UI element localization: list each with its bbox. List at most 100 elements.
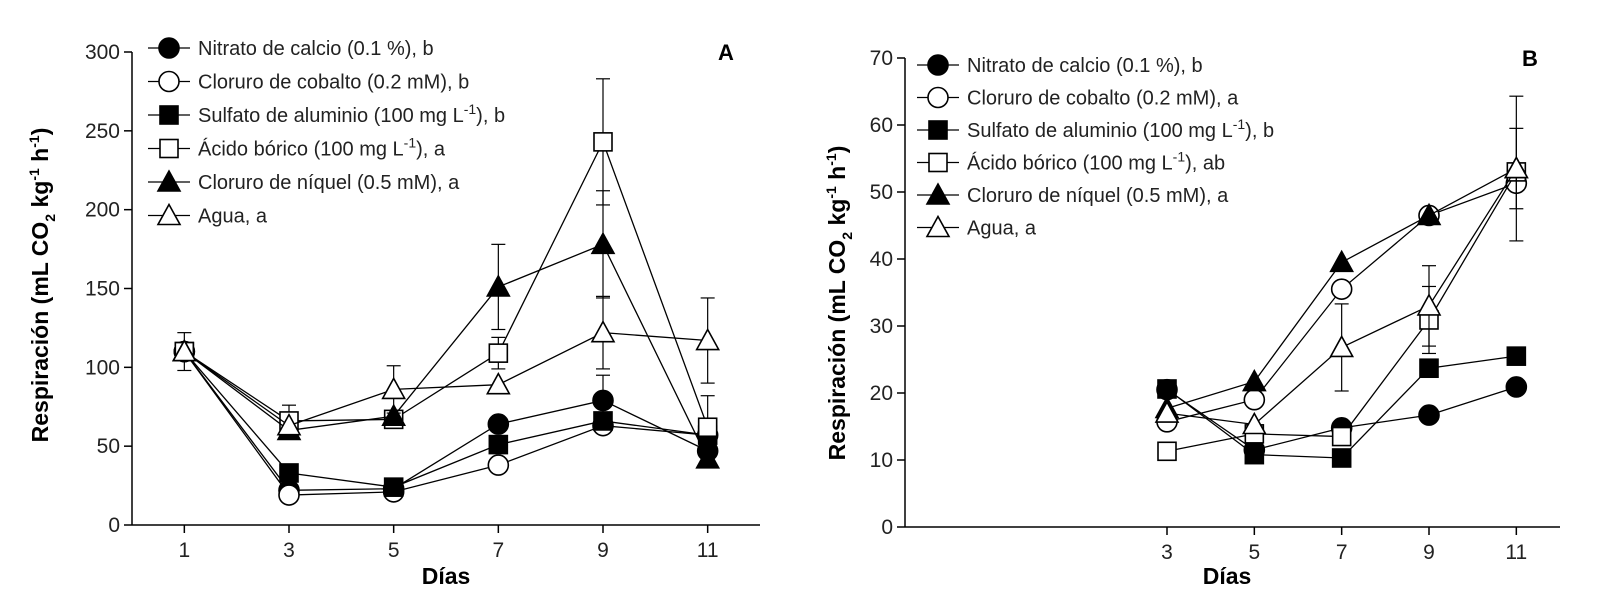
legend-entry-sulfato-de-aluminio-100-mg-l-1-b: Sulfato de aluminio (100 mg L-1), b <box>148 101 505 127</box>
series-agua-a <box>171 295 721 436</box>
data-point <box>488 434 509 455</box>
series-line <box>183 351 708 491</box>
x-tick-label: 3 <box>283 539 295 562</box>
data-point <box>1416 293 1442 316</box>
series-cloruro-de-niquel-0-5-mm-a <box>171 190 721 469</box>
x-axis-title: Días <box>422 563 471 589</box>
data-point <box>1419 358 1439 379</box>
data-point <box>171 338 197 362</box>
y-tick-label: 0 <box>881 516 893 539</box>
y-tick-label: 150 <box>85 278 120 301</box>
y-tick-label: 40 <box>870 248 893 271</box>
y-tick-label: 50 <box>97 435 120 458</box>
legend-entry-cloruro-de-niquel-0-5-mm-a: Cloruro de níquel (0.5 mM), a <box>148 169 460 194</box>
y-tick-label: 300 <box>85 41 120 64</box>
legend-entry-agua-a: Agua, a <box>917 214 1037 240</box>
data-point <box>697 417 718 438</box>
data-point <box>1244 444 1265 465</box>
data-point <box>590 319 616 343</box>
legend-label: Ácido bórico (100 mg L-1), ab <box>967 149 1225 175</box>
legend-marker <box>925 182 951 205</box>
legend-label: Agua, a <box>198 206 268 228</box>
x-tick-label: 3 <box>1161 541 1173 564</box>
x-tick-label: 7 <box>492 539 504 562</box>
series-line <box>183 243 709 460</box>
legend-label: Cloruro de níquel (0.5 mM), a <box>967 185 1229 207</box>
x-tick-label: 5 <box>388 539 400 562</box>
panel-b-chart: 0 10 20 30 40 50 60 70 3 5 7 9 11 Días Respiración (mL… <box>823 46 1560 589</box>
y-axis-title: Respiración (mL CO2 kg-1 h-1) <box>823 146 855 461</box>
data-point <box>1331 448 1352 468</box>
legend-label: Agua, a <box>967 218 1037 240</box>
legend-marker <box>158 70 180 93</box>
series-sulfato-de-aluminio-100-mg-l-1-b <box>174 341 718 497</box>
legend-entry-acido-borico-100-mg-l-1-ab: Ácido bórico (100 mg L-1), ab <box>917 149 1225 175</box>
y-tick-label: 250 <box>85 120 120 143</box>
data-point <box>1503 155 1529 179</box>
series-sulfato-de-aluminio-100-mg-l-1-b <box>1157 346 1527 468</box>
y-tick-label: 200 <box>85 199 120 222</box>
y-tick-label: 70 <box>870 47 893 70</box>
data-point <box>1157 441 1177 462</box>
data-point <box>1154 400 1180 423</box>
legend-marker <box>156 202 182 226</box>
y-tick-label: 10 <box>870 449 893 472</box>
x-axis-title: Días <box>1203 563 1252 589</box>
legend-label: Nitrato de calcio (0.1 %), b <box>198 38 434 60</box>
series-line <box>183 351 708 488</box>
legend-label: Cloruro de níquel (0.5 mM), a <box>198 172 460 194</box>
data-point <box>487 413 510 435</box>
legend-marker <box>156 169 182 192</box>
data-point <box>488 343 509 363</box>
legend-entry-nitrato-de-calcio-0-1-b: Nitrato de calcio (0.1 %), b <box>917 54 1203 77</box>
data-point <box>1330 278 1353 300</box>
data-point <box>590 231 616 255</box>
legend-entry-acido-borico-100-mg-l-1-a: Ácido bórico (100 mg L-1), a <box>148 135 446 161</box>
legend-marker <box>928 120 948 140</box>
x-tick-label: 9 <box>1423 541 1435 564</box>
series-cloruro-de-cobalto-0-2-mm-b <box>173 340 719 506</box>
data-point <box>695 327 721 351</box>
x-tick-label: 11 <box>1505 541 1527 564</box>
data-point <box>278 484 300 506</box>
legend-label: Ácido bórico (100 mg L-1), a <box>198 135 446 161</box>
series-nitrato-de-calcio-0-1-b <box>173 340 719 502</box>
legend-entry-nitrato-de-calcio-0-1-b: Nitrato de calcio (0.1 %), b <box>148 37 434 60</box>
data-point <box>695 446 721 469</box>
data-point <box>1329 334 1355 358</box>
legend-marker <box>928 152 948 173</box>
panel-letter: A <box>718 40 734 65</box>
series-line <box>183 140 709 428</box>
legend-label: Cloruro de cobalto (0.2 mM), a <box>967 88 1239 110</box>
data-point <box>381 376 407 400</box>
legend-marker <box>158 37 180 59</box>
legend-label: Sulfato de aluminio (100 mg L-1), b <box>967 116 1274 142</box>
data-point <box>383 477 404 497</box>
data-point <box>485 372 511 395</box>
legend-marker <box>927 86 949 109</box>
y-tick-label: 0 <box>108 514 120 537</box>
legend-entry-agua-a: Agua, a <box>148 202 268 228</box>
y-tick-label: 50 <box>870 181 893 204</box>
legend-marker <box>159 138 179 159</box>
data-point <box>279 463 299 483</box>
series-line <box>183 331 708 427</box>
y-tick-label: 100 <box>85 356 120 379</box>
legend-entry-cloruro-de-cobalto-0-2-mm-b: Cloruro de cobalto (0.2 mM), b <box>148 70 469 94</box>
x-tick-label: 9 <box>597 539 609 562</box>
data-point <box>593 132 613 152</box>
x-tick-label: 5 <box>1248 541 1260 564</box>
series-acido-borico-100-mg-l-1-a <box>174 78 718 460</box>
legend-marker <box>927 54 949 76</box>
legend-label: Cloruro de cobalto (0.2 mM), b <box>198 72 469 94</box>
y-axis-title: Respiración (mL CO2 kg-1 h-1) <box>26 128 58 443</box>
data-point <box>487 454 510 476</box>
data-point <box>1416 202 1442 226</box>
data-point <box>1331 426 1352 447</box>
legend-marker <box>159 105 179 125</box>
data-point <box>1505 376 1528 398</box>
data-point <box>1418 404 1440 426</box>
legend-entry-sulfato-de-aluminio-100-mg-l-1-b: Sulfato de aluminio (100 mg L-1), b <box>917 116 1274 142</box>
legend-entry-cloruro-de-niquel-0-5-mm-a: Cloruro de níquel (0.5 mM), a <box>917 182 1229 207</box>
